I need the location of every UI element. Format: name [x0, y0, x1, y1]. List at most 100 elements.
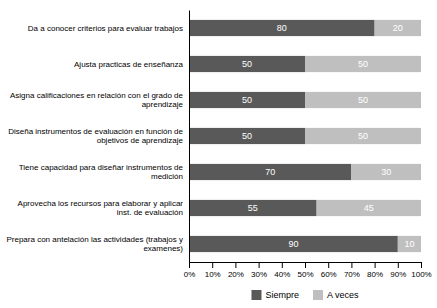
bar: [189, 56, 305, 72]
data-label: 50: [358, 59, 368, 69]
y-tick-label-line: objetivos de aprendizaje: [97, 136, 184, 145]
y-tick: Prepara con antelación las actividades (…: [6, 235, 189, 253]
x-tick: 90%: [390, 262, 406, 279]
plot: 80505050705590205050503045100%10%20%30%4…: [6, 11, 431, 279]
data-label: 20: [393, 23, 403, 33]
bar: [189, 92, 305, 108]
data-label: 90: [288, 239, 298, 249]
legend-label: Siempre: [265, 290, 299, 300]
x-tick-mark: [375, 262, 376, 268]
bars: [189, 20, 421, 252]
x-tick: 100%: [411, 262, 431, 279]
y-tick-label-line: Diseña instrumentos de evaluación en fun…: [8, 127, 183, 136]
data-label: 50: [358, 131, 368, 141]
x-tick: 10%: [205, 262, 221, 279]
x-tick-label: 60%: [321, 270, 337, 279]
x-tick-mark: [189, 262, 190, 268]
x-tick-mark: [282, 262, 283, 268]
data-label: 50: [358, 95, 368, 105]
data-label: 80: [277, 23, 287, 33]
bar: [189, 128, 305, 144]
x-tick-label: 30%: [251, 270, 267, 279]
bar: [189, 20, 375, 36]
y-tick-label: Asigna calificaciones en relación con el…: [10, 91, 184, 109]
x-tick-mark: [259, 262, 260, 268]
y-tick-label: Diseña instrumentos de evaluación en fun…: [8, 127, 183, 145]
bar: [189, 236, 398, 252]
bar: [317, 200, 421, 216]
y-tick-label-line: Aprovecha los recursos para elaborar y a…: [18, 199, 184, 208]
x-tick-label: 40%: [274, 270, 290, 279]
y-tick-label-line: Da a conocer criterios para evaluar trab…: [28, 24, 183, 33]
x-tick-label: 20%: [228, 270, 244, 279]
x-tick: 80%: [367, 262, 383, 279]
data-label: 70: [265, 167, 275, 177]
x-tick-label: 100%: [411, 270, 431, 279]
bar: [305, 128, 421, 144]
bar: [398, 236, 421, 252]
y-tick-label: Aprovecha los recursos para elaborar y a…: [18, 199, 184, 217]
y-tick-label-line: aprendizaje: [142, 100, 184, 109]
data-label: 30: [381, 167, 391, 177]
data-label: 50: [242, 59, 252, 69]
x-tick-mark: [212, 262, 213, 268]
legend-label: A veces: [327, 290, 359, 300]
x-tick: 50%: [297, 262, 313, 279]
y-tick-label-line: inst. de evaluación: [117, 208, 183, 217]
y-tick-label-line: Prepara con antelación las actividades (…: [6, 235, 183, 244]
x-tick: 20%: [228, 262, 244, 279]
data-label: 55: [248, 203, 258, 213]
x-tick-label: 50%: [297, 270, 313, 279]
bar: [351, 164, 421, 180]
legend-swatch: [313, 290, 323, 300]
legend-item: A veces: [313, 290, 359, 300]
legend-item: Siempre: [251, 290, 299, 300]
chart-container: 80505050705590205050503045100%10%20%30%4…: [0, 0, 437, 308]
x-tick-label: 90%: [390, 270, 406, 279]
data-label: 10: [404, 239, 414, 249]
y-tick-label-line: medición: [151, 172, 183, 181]
y-tick: Ajusta practicas de enseñanza: [74, 60, 189, 69]
x-tick-mark: [305, 262, 306, 268]
data-label: 45: [364, 203, 374, 213]
chart-svg: 80505050705590205050503045100%10%20%30%4…: [0, 0, 437, 308]
legend: Siempre A veces: [251, 290, 359, 300]
x-tick: 30%: [251, 262, 267, 279]
y-tick: Aprovecha los recursos para elaborar y a…: [18, 199, 189, 217]
bar: [189, 200, 317, 216]
bar: [375, 20, 421, 36]
bar: [305, 56, 421, 72]
x-axis-line: [190, 263, 422, 269]
data-labels: 80 50 50 50 70 55 90 20 50 50 50 30 45 10: [242, 23, 414, 249]
x-tick-label: 0%: [184, 270, 196, 279]
y-tick-label: Prepara con antelación las actividades (…: [6, 235, 183, 253]
y-axis: Da a conocer criterios para evaluar trab…: [6, 11, 189, 263]
x-tick-mark: [328, 262, 329, 268]
y-tick: Asigna calificaciones en relación con el…: [10, 91, 189, 109]
bar: [305, 92, 421, 108]
y-tick-label-line: Asigna calificaciones en relación con el…: [10, 91, 184, 100]
y-tick-label-line: Tiene capacidad para diseñar instrumento…: [19, 163, 184, 172]
series-bars: [189, 20, 398, 252]
y-axis-line: [189, 11, 190, 263]
y-tick-label-line: Ajusta practicas de enseñanza: [74, 60, 184, 69]
x-tick-mark: [398, 262, 399, 268]
y-tick-label: Ajusta practicas de enseñanza: [74, 60, 184, 69]
x-tick: 0%: [184, 262, 196, 279]
x-tick-label: 70%: [344, 270, 360, 279]
x-tick-mark: [421, 262, 422, 268]
y-tick-label-line: examenes): [143, 244, 183, 253]
legend-swatch: [251, 290, 261, 300]
x-tick-label: 80%: [367, 270, 383, 279]
x-tick: 70%: [344, 262, 360, 279]
x-axis: 0% 10% 20% 30% 40% 50% 60% 70% 80% 90% 100%: [184, 262, 432, 279]
data-label: 50: [242, 131, 252, 141]
y-tick-label: Tiene capacidad para diseñar instrumento…: [19, 163, 184, 181]
y-tick: Diseña instrumentos de evaluación en fun…: [8, 127, 189, 145]
x-tick-label: 10%: [205, 270, 221, 279]
y-tick: Da a conocer criterios para evaluar trab…: [28, 24, 189, 33]
x-tick: 60%: [321, 262, 337, 279]
x-tick-mark: [351, 262, 352, 268]
data-label: 50: [242, 95, 252, 105]
y-tick: Tiene capacidad para diseñar instrumento…: [19, 163, 189, 181]
